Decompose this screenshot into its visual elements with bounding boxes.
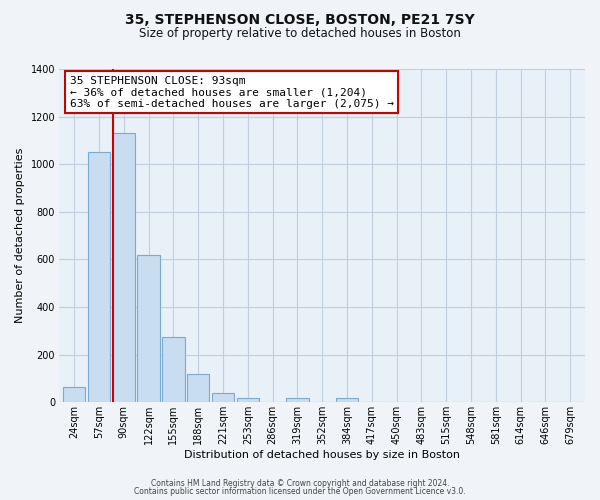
Bar (162, 337, 185, 402)
Bar (113, 134, 135, 402)
Text: Contains public sector information licensed under the Open Government Licence v3: Contains public sector information licen… (134, 487, 466, 496)
Bar (236, 398, 259, 402)
Bar (336, 398, 358, 402)
Bar (286, 398, 308, 402)
X-axis label: Distribution of detached houses by size in Boston: Distribution of detached houses by size … (184, 450, 460, 460)
Bar (88, 152, 110, 402)
Text: Contains HM Land Registry data © Crown copyright and database right 2024.: Contains HM Land Registry data © Crown c… (151, 478, 449, 488)
Bar (212, 393, 234, 402)
Bar (187, 374, 209, 402)
Text: Size of property relative to detached houses in Boston: Size of property relative to detached ho… (139, 28, 461, 40)
Text: 35, STEPHENSON CLOSE, BOSTON, PE21 7SY: 35, STEPHENSON CLOSE, BOSTON, PE21 7SY (125, 12, 475, 26)
Y-axis label: Number of detached properties: Number of detached properties (15, 148, 25, 324)
Text: 35 STEPHENSON CLOSE: 93sqm
← 36% of detached houses are smaller (1,204)
63% of s: 35 STEPHENSON CLOSE: 93sqm ← 36% of deta… (70, 76, 394, 109)
Bar (137, 254, 160, 402)
Bar (63, 387, 85, 402)
